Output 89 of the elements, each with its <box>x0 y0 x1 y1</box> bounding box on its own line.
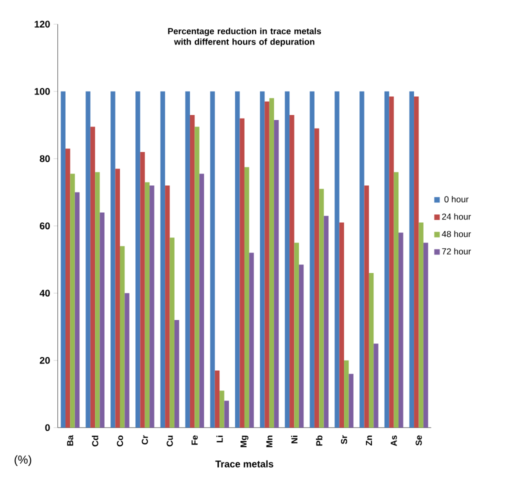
bar <box>418 222 424 428</box>
bar <box>95 172 100 428</box>
x-tick-label: Cu <box>166 436 173 446</box>
bar <box>124 293 130 428</box>
bar <box>264 101 270 428</box>
bar <box>170 238 174 428</box>
bar <box>249 252 254 428</box>
bar <box>65 148 70 428</box>
y-tick-label: 60 <box>40 222 50 230</box>
bar <box>339 222 344 428</box>
x-tick-label: Mn <box>266 436 272 448</box>
bar <box>160 91 166 428</box>
bar <box>274 120 279 428</box>
bar <box>144 182 150 428</box>
bar <box>190 114 195 428</box>
x-tick-label: Fe <box>192 435 198 445</box>
bar <box>235 91 240 428</box>
legend-label: 48 hour <box>442 230 471 238</box>
bar <box>74 192 80 428</box>
bar <box>86 91 90 428</box>
y-tick-label: 0 <box>45 424 50 431</box>
bar <box>260 91 265 428</box>
x-tick-label: Se <box>416 435 422 446</box>
x-tick-label: Pb <box>316 435 322 446</box>
bar <box>368 272 374 428</box>
bar <box>120 246 125 428</box>
x-tick-label: Cd <box>92 436 98 446</box>
bar <box>224 400 229 428</box>
x-tick-label: As <box>390 435 397 446</box>
x-tick-label: Sr <box>340 435 348 444</box>
y-tick-label: 20 <box>40 356 50 364</box>
bar <box>284 91 290 428</box>
x-tick-label: Li <box>216 436 223 442</box>
y-tick-label: 80 <box>40 155 50 162</box>
bar <box>100 212 104 428</box>
legend-label: 72 hour <box>442 248 471 254</box>
bar <box>110 91 116 428</box>
bar <box>194 126 200 428</box>
x-tick-label: Ba <box>67 435 74 446</box>
bar <box>334 91 340 428</box>
legend-label: 24 hour <box>442 213 471 220</box>
bar <box>423 242 428 428</box>
bar <box>414 96 419 428</box>
bar <box>135 91 140 428</box>
x-tick-label: Co <box>116 435 124 446</box>
bar <box>394 172 399 428</box>
bar <box>319 188 324 428</box>
bar <box>310 91 314 428</box>
bar <box>115 168 120 428</box>
y-axis-title: (%) <box>14 455 32 466</box>
bar <box>174 320 180 428</box>
bar <box>220 390 224 428</box>
bar <box>70 174 75 428</box>
bar <box>185 91 190 428</box>
x-axis-title: Trace metals <box>215 460 274 468</box>
bar <box>344 360 349 428</box>
y-tick-label: 100 <box>34 88 50 95</box>
x-tick-label: Zn <box>366 436 372 446</box>
bar <box>60 91 66 428</box>
bar <box>324 216 329 428</box>
bar <box>348 374 354 428</box>
text: Percentage reduction in trace metals with different hours of depuration <box>168 28 321 46</box>
bar <box>389 96 394 428</box>
bar <box>298 264 304 428</box>
bar <box>360 91 364 428</box>
bar <box>150 185 154 428</box>
bar <box>398 232 404 428</box>
x-tick-label: Mg <box>240 436 248 448</box>
bar <box>374 344 378 428</box>
legend-label: 0 hour <box>444 196 469 202</box>
bar <box>294 242 299 428</box>
bar <box>409 91 414 428</box>
bar <box>210 91 215 428</box>
bar <box>290 114 294 428</box>
bar <box>199 174 204 428</box>
y-tick-label: 40 <box>40 290 50 296</box>
bar <box>165 185 170 428</box>
y-tick-label: 120 <box>34 20 50 28</box>
bar <box>140 152 145 428</box>
bar <box>240 118 244 428</box>
bar <box>364 185 369 428</box>
bar <box>90 126 96 428</box>
bar <box>384 91 390 428</box>
bar <box>214 370 220 428</box>
bar <box>314 128 320 428</box>
bar <box>269 98 274 428</box>
x-tick-label: Cr <box>142 435 148 444</box>
x-tick-label: Ni <box>291 436 298 444</box>
bar <box>244 166 250 428</box>
